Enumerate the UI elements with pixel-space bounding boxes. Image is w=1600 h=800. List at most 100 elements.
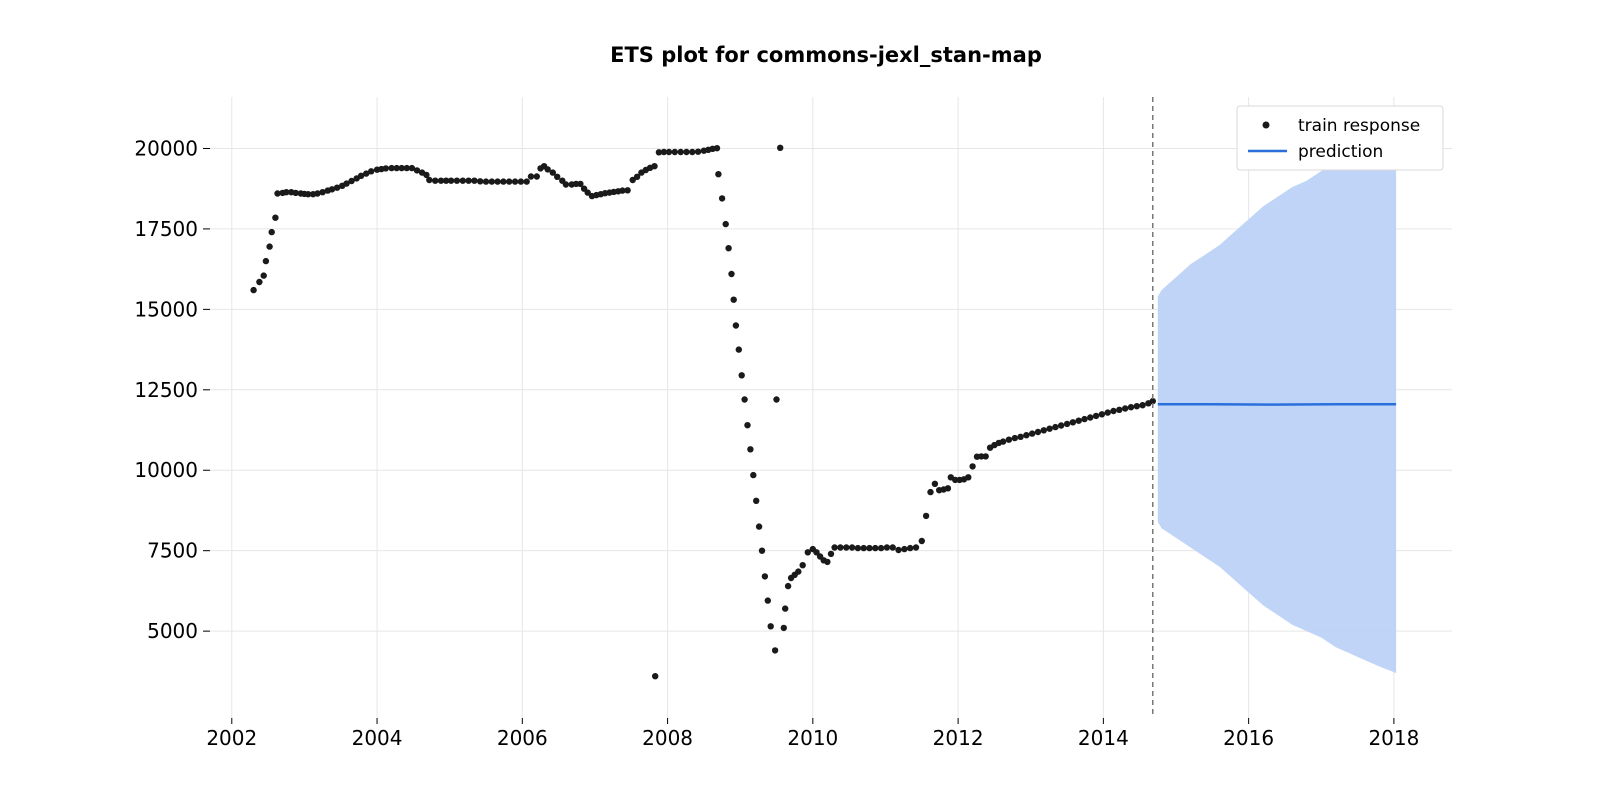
train-point — [398, 164, 405, 172]
y-tick-label: 5000 — [147, 619, 198, 643]
train-point — [753, 497, 760, 504]
train-point — [738, 372, 745, 379]
train-point — [813, 549, 820, 556]
train-point — [471, 177, 478, 184]
train-point — [357, 172, 365, 179]
train-point — [554, 173, 561, 180]
train-point — [262, 257, 270, 265]
x-tick-label: 2004 — [352, 726, 403, 750]
train-point — [744, 422, 751, 429]
train-point — [272, 214, 279, 221]
train-point — [506, 178, 513, 185]
train-point — [1149, 397, 1157, 405]
train-point — [562, 181, 570, 188]
train-point — [343, 180, 350, 187]
train-point — [730, 296, 737, 303]
train-point — [1104, 409, 1111, 416]
train-point — [319, 189, 326, 196]
train-point — [437, 177, 445, 184]
train-point — [732, 322, 740, 329]
train-point — [725, 245, 732, 252]
train-point — [1075, 417, 1082, 424]
train-point — [494, 178, 501, 185]
legend-label-prediction: prediction — [1298, 142, 1383, 162]
x-tick-label: 2016 — [1223, 726, 1274, 750]
train-point — [1069, 419, 1077, 426]
train-point — [782, 605, 789, 612]
train-point — [1040, 427, 1048, 434]
train-point — [931, 480, 939, 487]
train-point — [1052, 423, 1059, 431]
train-point — [459, 177, 466, 184]
x-tick-label: 2002 — [206, 726, 257, 750]
train-point — [677, 148, 684, 156]
train-point — [843, 544, 850, 551]
train-point — [872, 544, 879, 552]
train-point — [1110, 407, 1117, 415]
train-point — [482, 178, 490, 185]
axes: 2002 2004 2006 2008 2010 2012 2014 2016 2018 5000… — [134, 136, 1419, 750]
train-point — [256, 278, 263, 286]
x-tick-label: 2010 — [787, 726, 838, 750]
train-point — [848, 544, 856, 551]
train-point — [453, 177, 461, 184]
train-point — [260, 272, 267, 279]
train-point — [549, 169, 556, 176]
train-point — [268, 228, 275, 236]
train-point — [866, 544, 873, 552]
train-point — [629, 176, 636, 184]
train-point — [328, 186, 336, 193]
train-point — [633, 173, 641, 180]
train-point — [432, 177, 439, 184]
train-point — [883, 544, 891, 551]
train-point — [442, 177, 450, 184]
train-point — [403, 164, 410, 172]
train-point — [907, 544, 914, 552]
train-point — [722, 220, 729, 228]
train-point — [877, 544, 885, 552]
train-point — [651, 163, 658, 170]
train-point — [527, 173, 535, 180]
train-point — [683, 148, 690, 156]
train-point — [755, 523, 763, 530]
train-point — [624, 187, 631, 194]
legend-label-train: train response — [1298, 116, 1420, 136]
train-point — [500, 178, 507, 185]
train-point — [1034, 428, 1042, 436]
train-point — [283, 189, 290, 196]
y-tick-label: 7500 — [147, 539, 198, 563]
train-point — [1133, 403, 1141, 410]
train-point — [952, 476, 959, 484]
train-point — [854, 544, 862, 552]
train-point — [511, 178, 519, 185]
train-point — [831, 544, 838, 551]
train-point — [1017, 433, 1024, 440]
train-point — [758, 547, 766, 554]
legend: train response prediction — [1236, 105, 1444, 171]
train-point — [895, 546, 902, 554]
prediction-interval — [1157, 129, 1397, 673]
train-point — [761, 573, 769, 580]
x-tick-label: 2014 — [1078, 726, 1129, 750]
train-point — [1023, 432, 1030, 439]
train-point — [1139, 402, 1146, 409]
train-point — [477, 178, 484, 185]
train-point — [944, 485, 952, 492]
train-point — [1005, 436, 1013, 443]
y-tick-label: 17500 — [134, 217, 198, 241]
y-tick-label: 12500 — [134, 378, 198, 402]
train-point — [773, 396, 780, 403]
train-point — [652, 673, 659, 680]
train-point — [718, 195, 726, 202]
train-point — [488, 178, 495, 185]
train-point — [584, 189, 591, 196]
train-point — [747, 446, 754, 453]
train-point — [741, 396, 748, 403]
train-point — [777, 144, 784, 151]
train-point — [927, 488, 934, 496]
train-point — [426, 176, 433, 184]
train-point — [388, 164, 395, 172]
train-point — [837, 544, 844, 551]
